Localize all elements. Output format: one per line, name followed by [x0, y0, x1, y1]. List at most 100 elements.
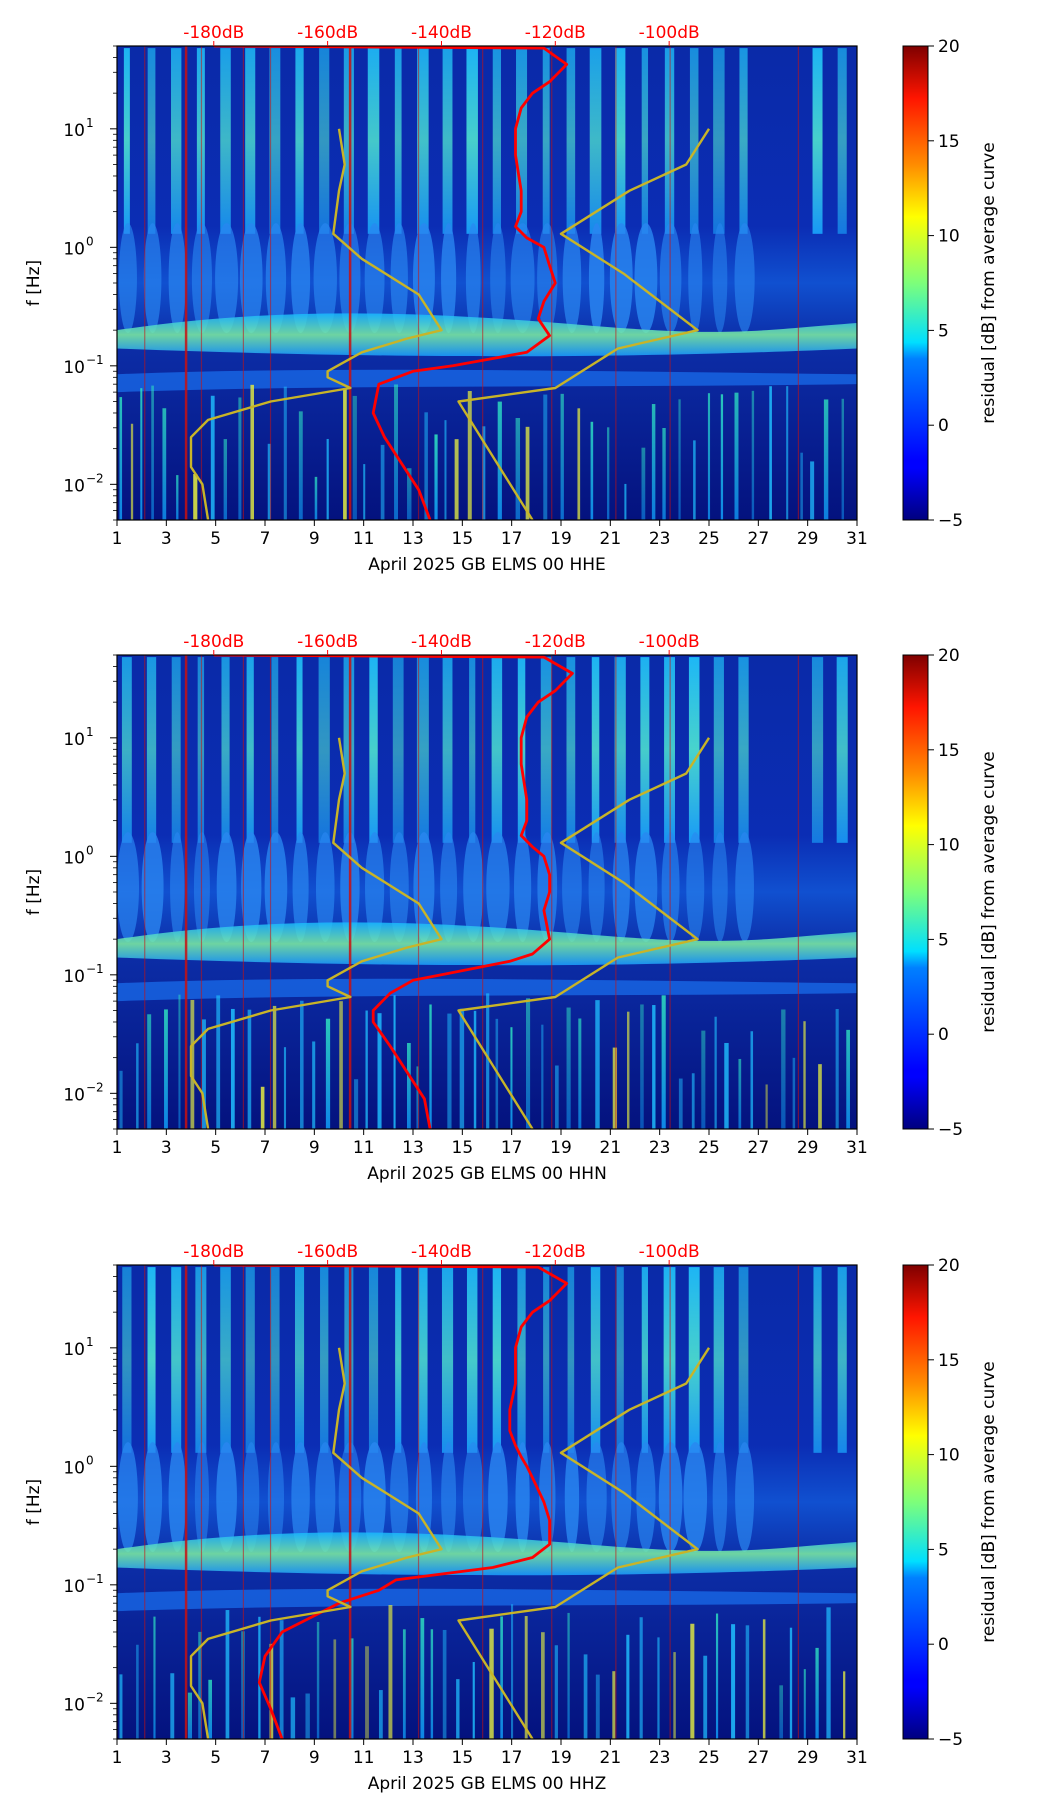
x-tick-label: 21 [600, 1748, 622, 1768]
average-curve-line [213, 1265, 569, 1739]
transient-spike [430, 1629, 434, 1739]
transient-spike [846, 1029, 850, 1129]
glitch-line [200, 1265, 203, 1739]
microseism-band [117, 313, 857, 357]
transient-spike [260, 1086, 265, 1129]
transient-spike [826, 1607, 831, 1739]
microseism-band [117, 1532, 857, 1576]
daily-noise-stripe [688, 1267, 700, 1453]
microseism-blob [215, 223, 239, 334]
y-axis-title: f [Hz] [24, 1479, 44, 1525]
x-tick-label: 17 [501, 1748, 523, 1768]
y-tick-label: 10 [63, 848, 85, 868]
microseism-blob [364, 223, 385, 334]
microseism-blob [216, 832, 237, 943]
daily-noise-stripe [146, 657, 157, 843]
x-tick-label: 3 [161, 1748, 172, 1768]
microseism-blob [688, 223, 703, 334]
transient-spike [843, 1671, 846, 1739]
microseism-blob [170, 832, 185, 943]
microseism-blob [686, 832, 705, 943]
transient-spike [354, 1079, 359, 1129]
daily-noise-stripe [616, 1267, 624, 1453]
transient-spike [363, 464, 366, 520]
x-tick-label: 15 [452, 1138, 474, 1158]
transient-spike [407, 468, 412, 520]
daily-noise-stripe [614, 657, 626, 843]
x-tick-label: 7 [260, 1138, 271, 1158]
glitch-line [417, 46, 420, 520]
microseism-blob [440, 832, 458, 943]
transient-spike [279, 1620, 284, 1739]
microseism-blob [735, 832, 754, 943]
daily-noise-stripe [418, 1267, 428, 1453]
daily-noise-stripe [245, 1267, 255, 1453]
x-tick-label: 11 [353, 1748, 375, 1768]
y-tick-exponent: 0 [86, 843, 94, 857]
daily-noise-stripe [640, 657, 650, 843]
microseism-blob [141, 832, 164, 943]
y-tick-base: 10 [63, 358, 85, 378]
glitch-line [269, 655, 272, 1129]
glitch-line [144, 1265, 146, 1739]
x-tick-label: 19 [550, 529, 572, 549]
y-tick-label: 10 [63, 1695, 85, 1715]
transient-spike [524, 1616, 528, 1739]
microseism-blob [463, 832, 484, 943]
glitch-line [242, 46, 244, 520]
glitch-line [269, 46, 272, 520]
daily-noise-stripe [171, 1267, 182, 1453]
x-tick-label: 1 [112, 529, 123, 549]
transient-spike [627, 1011, 630, 1129]
transient-spike [803, 1669, 806, 1739]
microseism-blob [143, 1442, 163, 1553]
transient-spike [500, 1616, 503, 1739]
microseism-blob [636, 1442, 656, 1553]
colorbar-tick-label: 10 [938, 836, 960, 856]
y-tick-label: 10 [63, 476, 85, 496]
daily-noise-stripe [469, 657, 476, 843]
x-tick-label: 31 [846, 1138, 868, 1158]
daily-noise-stripe [836, 657, 848, 843]
transient-spike [119, 1070, 123, 1129]
microseism-blob [415, 1442, 432, 1553]
transient-spike [365, 1010, 368, 1129]
colorbar-tick-label: −5 [938, 1730, 963, 1750]
secondary-band [117, 1588, 857, 1612]
x-tick-label: 25 [698, 529, 720, 549]
transient-spike [290, 1697, 296, 1739]
daily-noise-stripe [220, 48, 231, 234]
y-tick-label: 10 [63, 1085, 85, 1105]
transient-spike [151, 385, 154, 520]
transient-spike [388, 1604, 393, 1739]
glitch-line [797, 46, 799, 520]
transient-spike [607, 427, 610, 520]
colorbar: 20 15 10 5 0 −5 residual [dB] from average cur… [902, 1256, 999, 1750]
transient-spike [119, 1674, 123, 1739]
daily-noise-stripe [442, 657, 453, 843]
daily-noise-stripe [122, 1267, 132, 1453]
microseism-blob [712, 832, 728, 943]
transient-spike [119, 397, 123, 520]
y-tick-exponent: −1 [86, 962, 104, 976]
transient-spike [715, 1613, 719, 1739]
microseism-blob [612, 832, 630, 943]
noise-model-line [457, 1347, 711, 1739]
microseism-blob [291, 223, 311, 334]
transient-spike [612, 1047, 618, 1129]
transient-spike [800, 452, 803, 520]
transient-spike [612, 1671, 616, 1739]
transient-spike [365, 1646, 369, 1739]
daily-noise-stripe [466, 48, 478, 234]
transient-spike [841, 398, 845, 520]
daily-noise-stripe [566, 657, 576, 843]
y-tick-base: 10 [63, 1340, 85, 1360]
noise-model-line [189, 128, 443, 520]
transient-spike [815, 1647, 819, 1739]
x-tick-label: 21 [600, 529, 622, 549]
transient-spike [641, 447, 646, 520]
db-tick-label: -120dB [525, 632, 586, 652]
glitch-line [669, 1265, 671, 1739]
transient-spike [786, 386, 789, 520]
transient-spike [765, 1084, 768, 1129]
